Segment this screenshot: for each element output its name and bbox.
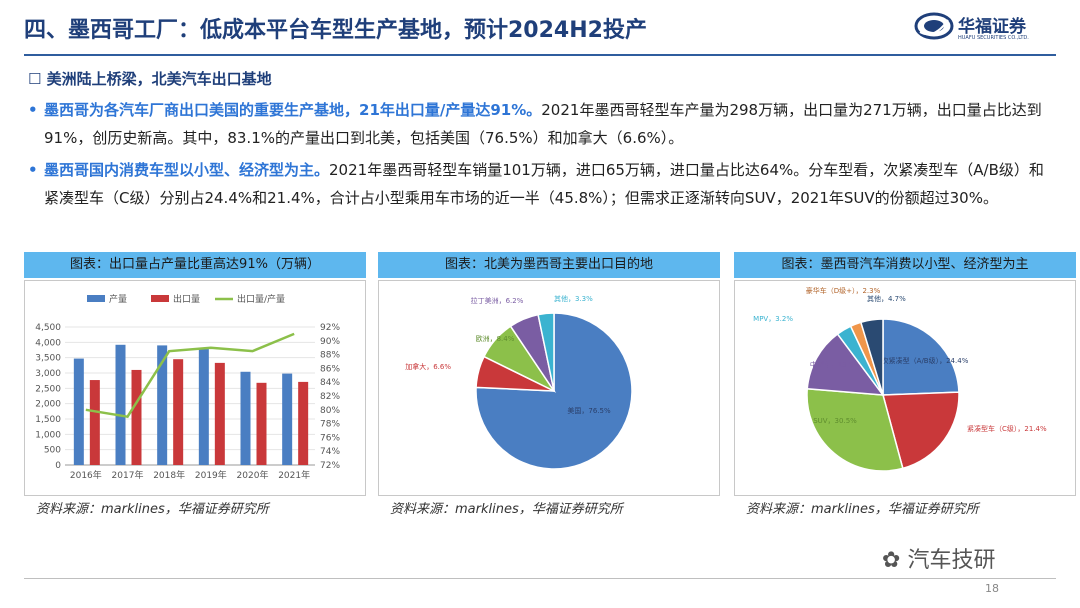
bar-产量 bbox=[73, 358, 84, 465]
bullet-text: 2021年墨西哥轻型车销量101万辆，进口65万辆，进口量占比达64%。分车型看… bbox=[44, 161, 1044, 207]
legend-swatch bbox=[87, 295, 105, 302]
x-tick-label: 2021年 bbox=[278, 469, 310, 481]
y2-tick-label: 76% bbox=[320, 433, 340, 443]
pie-slice-label: 加拿大，6.6% bbox=[405, 362, 451, 371]
bullet-dot-icon: • bbox=[28, 161, 38, 179]
pie-slice-label: MPV，3.2% bbox=[753, 315, 793, 323]
bar-产量 bbox=[198, 349, 209, 465]
bar-出口量 bbox=[214, 362, 225, 465]
bar-产量 bbox=[115, 344, 126, 465]
bullet-text: 2021年墨西哥轻型车产量为298万辆，出口量为271万辆，出口量占比达到91%… bbox=[44, 101, 1042, 147]
watermark: ✿ 汽车技研 bbox=[882, 542, 995, 574]
chart-source: 资料来源：marklines，华福证券研究所 bbox=[36, 502, 269, 517]
header-divider bbox=[24, 54, 1056, 56]
pie-slice-label: 豪华车（D级+），2.3% bbox=[806, 286, 881, 295]
pie-slice bbox=[806, 333, 885, 396]
chart-title: 图表：北美为墨西哥主要出口目的地 bbox=[378, 252, 720, 278]
y2-tick-label: 80% bbox=[320, 406, 340, 416]
pie-slice bbox=[882, 318, 960, 396]
bar-出口量 bbox=[131, 369, 142, 465]
bullet-highlight: 墨西哥为各汽车厂商出口美国的重要生产基地，21年出口量/产量达91%。 bbox=[44, 101, 542, 119]
chart-body: 0 500 1,000 1,500 2,000 2,500 3,000 3,500 4,000 4… bbox=[24, 280, 366, 496]
y-tick-label: 2,500 bbox=[35, 384, 61, 394]
section-heading: ☐ 美洲陆上桥梁，北美汽车出口基地 bbox=[28, 70, 272, 88]
pie-slice bbox=[806, 387, 904, 472]
chart-body: 美国，76.5% 加拿大，6.6% 欧洲，8.4% 拉丁美洲，6.2% 其他，3.3% bbox=[378, 280, 720, 496]
y2-tick-label: 78% bbox=[320, 420, 340, 430]
x-tick-label: 2016年 bbox=[70, 469, 102, 481]
pie-slice-label: 其他，4.7% bbox=[867, 294, 906, 303]
bar-出口量 bbox=[173, 359, 184, 465]
logo-icon bbox=[914, 12, 954, 40]
y-tick-label: 2,000 bbox=[35, 400, 61, 410]
x-tick-label: 2018年 bbox=[153, 469, 185, 481]
company-logo: 华福证券 HUAFU SECURITIES CO.,LTD. bbox=[914, 10, 1064, 46]
logo-name: 华福证券 bbox=[958, 17, 1026, 37]
bar-产量 bbox=[157, 345, 168, 465]
y-tick-label: 1,500 bbox=[35, 415, 61, 425]
page-number: 18 bbox=[985, 582, 999, 595]
pie-slice-label: 美国，76.5% bbox=[567, 406, 611, 415]
chart-source: 资料来源：marklines，华福证券研究所 bbox=[746, 502, 979, 517]
chart-body: 次紧凑型（A/B级），24.4% 紧凑型车（C级），21.4% SUV，30.5% 中… bbox=[734, 280, 1076, 496]
pie-chart: 次紧凑型（A/B级），24.4% 紧凑型车（C级），21.4% SUV，30.5% 中… bbox=[753, 286, 1047, 472]
watermark-text: 汽车技研 bbox=[907, 548, 996, 573]
chart-title: 图表：出口量占产量比重高达91%（万辆） bbox=[24, 252, 366, 278]
y2-tick-label: 72% bbox=[320, 461, 340, 471]
y-tick-label: 0 bbox=[55, 461, 61, 471]
pie-slice-label: SUV，30.5% bbox=[813, 417, 857, 425]
bullet-dot-icon: • bbox=[28, 101, 38, 119]
pie-slice-label: 拉丁美洲，6.2% bbox=[471, 296, 524, 305]
bar-出口量 bbox=[298, 381, 309, 465]
legend-label: 产量 bbox=[109, 293, 127, 305]
y2-tick-label: 84% bbox=[320, 378, 340, 388]
y-tick-label: 500 bbox=[44, 446, 61, 456]
pie-slice-label: 欧洲，8.4% bbox=[476, 334, 515, 343]
bullet-item: • 墨西哥国内消费车型以小型、经济型为主。2021年墨西哥轻型车销量101万辆，… bbox=[28, 156, 1058, 212]
x-tick-label: 2020年 bbox=[237, 469, 269, 481]
y2-tick-label: 86% bbox=[320, 364, 340, 374]
pie-slice-label: 其他，3.3% bbox=[554, 294, 593, 303]
pie-slice-label: 次紧凑型（A/B级），24.4% bbox=[882, 356, 969, 365]
y-tick-label: 4,500 bbox=[35, 323, 61, 333]
series-line-ratio bbox=[85, 332, 295, 419]
y-tick-label: 1,000 bbox=[35, 430, 61, 440]
chart-title: 图表：墨西哥汽车消费以小型、经济型为主 bbox=[734, 252, 1076, 278]
pie-slice-label: 紧凑型车（C级），21.4% bbox=[967, 424, 1047, 433]
wechat-icon: ✿ bbox=[882, 548, 901, 573]
y-tick-label: 4,000 bbox=[35, 338, 61, 348]
bullet-item: • 墨西哥为各汽车厂商出口美国的重要生产基地，21年出口量/产量达91%。202… bbox=[28, 96, 1058, 152]
pie-slice bbox=[859, 318, 884, 396]
legend-label: 出口量 bbox=[173, 293, 200, 305]
bar-出口量 bbox=[89, 380, 100, 465]
footer-divider bbox=[24, 578, 1056, 579]
y2-tick-label: 92% bbox=[320, 323, 340, 333]
chart-panel-export-ratio: 图表：出口量占产量比重高达91%（万辆） 0 500 1,000 1,500 2,000… bbox=[24, 252, 366, 496]
y2-tick-label: 74% bbox=[320, 447, 340, 457]
legend-label: 出口量/产量 bbox=[237, 293, 285, 305]
page-title: 四、墨西哥工厂：低成本平台车型生产基地，预计2024H2投产 bbox=[24, 18, 647, 43]
y2-tick-label: 90% bbox=[320, 337, 340, 347]
chart-panel-domestic-segments: 图表：墨西哥汽车消费以小型、经济型为主 次紧凑型（A/B级），24.4% 紧凑型车… bbox=[734, 252, 1076, 496]
y2-tick-label: 82% bbox=[320, 392, 340, 402]
y-tick-label: 3,000 bbox=[35, 369, 61, 379]
bar-出口量 bbox=[256, 382, 267, 465]
x-tick-label: 2017年 bbox=[112, 469, 144, 481]
bar-line-chart: 0 500 1,000 1,500 2,000 2,500 3,000 3,500 4,000 4… bbox=[35, 293, 340, 481]
bullet-highlight: 墨西哥国内消费车型以小型、经济型为主。 bbox=[44, 161, 330, 179]
pie-slice-label: 中型车，13.5% bbox=[810, 360, 861, 369]
pie-chart: 美国，76.5% 加拿大，6.6% 欧洲，8.4% 拉丁美洲，6.2% 其他，3.3% bbox=[405, 294, 633, 470]
x-tick-label: 2019年 bbox=[195, 469, 227, 481]
pie-slice bbox=[882, 391, 960, 470]
bar-产量 bbox=[240, 371, 251, 465]
chart-panel-export-destinations: 图表：北美为墨西哥主要出口目的地 美国，76.5% 加拿大，6.6% 欧洲，8.4%… bbox=[378, 252, 720, 496]
legend-swatch bbox=[151, 295, 169, 302]
bar-产量 bbox=[282, 373, 293, 465]
logo-subtitle: HUAFU SECURITIES CO.,LTD. bbox=[958, 35, 1029, 41]
chart-source: 资料来源：marklines，华福证券研究所 bbox=[390, 502, 623, 517]
pie-slice bbox=[537, 312, 555, 392]
y2-tick-label: 88% bbox=[320, 351, 340, 361]
y-tick-label: 3,500 bbox=[35, 354, 61, 364]
